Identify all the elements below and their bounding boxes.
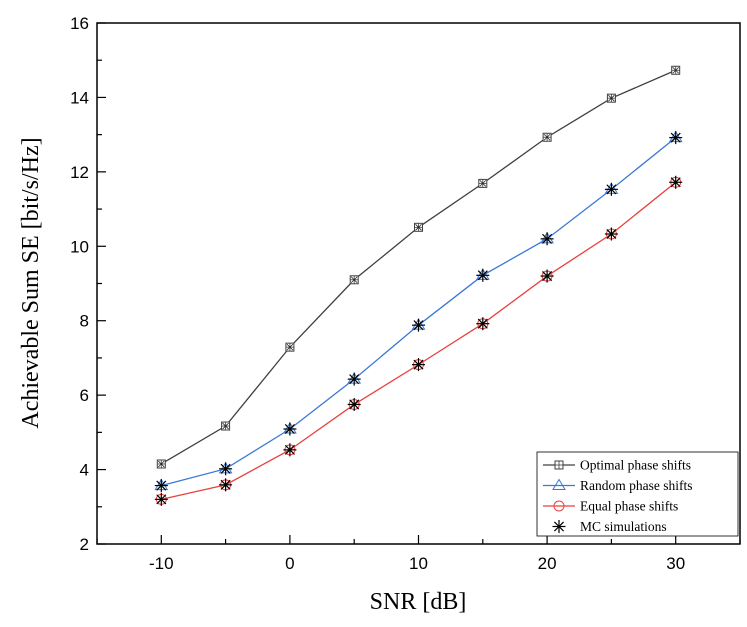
legend-label: MC simulations	[580, 519, 667, 534]
asterisk-stroke	[349, 399, 360, 410]
asterisk-stroke	[349, 374, 360, 385]
mc-simulation-point	[669, 131, 683, 145]
mc-simulation-mark	[158, 460, 165, 468]
mc-simulation-point	[219, 478, 233, 492]
y-tick-label: 12	[70, 163, 89, 182]
legend-label: Equal phase shifts	[580, 499, 678, 514]
mc-simulation-point	[347, 372, 361, 386]
mc-simulation-point	[219, 462, 233, 476]
asterisk-stroke	[542, 233, 553, 244]
mc-simulation-point	[540, 269, 554, 283]
legend: Optimal phase shifts Random phase shifts E…	[536, 451, 739, 537]
x-tick-label: 20	[538, 554, 557, 573]
mc-simulation-point	[154, 492, 168, 506]
x-tick-label: -10	[149, 554, 174, 573]
series-1	[156, 65, 681, 469]
mc-simulation-point	[347, 397, 361, 411]
legend-item: Optimal phase shifts	[543, 458, 691, 473]
series-line	[160, 69, 676, 465]
legend-label: Optimal phase shifts	[580, 458, 691, 473]
mc-simulation-mark	[479, 180, 487, 187]
mc-simulation-mark	[672, 66, 679, 74]
asterisk-stroke	[220, 463, 231, 474]
legend-item: MC simulations	[552, 519, 667, 534]
asterisk-stroke	[477, 318, 488, 329]
asterisk-stroke	[606, 184, 617, 195]
legend-marker	[552, 478, 566, 490]
asterisk-stroke	[413, 359, 424, 370]
y-tick-label: 6	[80, 386, 89, 405]
y-tick-label: 10	[70, 237, 89, 256]
legend-item: Random phase shifts	[543, 478, 693, 493]
mc-simulation-point	[412, 318, 425, 332]
x-tick-label: 10	[409, 554, 428, 573]
asterisk-stroke	[553, 521, 565, 532]
series-2	[154, 130, 683, 493]
y-tick-label: 16	[70, 14, 89, 33]
mc-simulation-point	[283, 443, 297, 457]
legend-marker	[552, 520, 566, 533]
asterisk-stroke	[284, 444, 295, 455]
asterisk-stroke	[670, 177, 681, 188]
y-axis-ticks: 2 4 6 8 10 12 14 16	[70, 14, 106, 554]
x-tick-label: 30	[666, 554, 685, 573]
mc-simulation-point	[540, 232, 554, 246]
asterisk-stroke	[542, 271, 553, 282]
x-axis-title: SNR [dB]	[370, 589, 467, 615]
mc-simulation-point	[669, 175, 683, 189]
mc-simulation-point	[604, 182, 618, 196]
asterisk-stroke	[220, 479, 231, 490]
legend-box	[536, 451, 739, 537]
x-axis-ticks: -10 0 10 20 30	[96, 535, 741, 573]
y-tick-label: 2	[80, 535, 89, 554]
asterisk-stroke	[156, 494, 167, 505]
series-line	[161, 137, 677, 487]
asterisk-stroke	[284, 423, 295, 435]
mc-simulation-point	[476, 317, 490, 331]
mc-simulation-mark	[350, 276, 358, 284]
asterisk-stroke	[413, 320, 424, 331]
legend-item: Equal phase shifts	[543, 499, 678, 514]
mc-simulation-mark	[608, 94, 615, 102]
x-tick-label: 0	[285, 554, 294, 573]
mc-simulation-point	[283, 422, 297, 436]
legend-label: Random phase shifts	[580, 478, 693, 493]
mc-simulation-point	[604, 227, 618, 241]
legend-marker	[554, 460, 564, 470]
mc-simulation-mark	[543, 133, 551, 141]
asterisk-stroke	[477, 270, 488, 281]
mc-simulation-point	[154, 479, 168, 493]
y-tick-label: 8	[80, 312, 89, 331]
series-group	[154, 65, 683, 506]
asterisk-stroke	[156, 480, 167, 491]
series-3	[154, 175, 683, 506]
asterisk-stroke	[606, 228, 617, 240]
y-axis-title: Achievable Sum SE [bit/s/Hz]	[18, 137, 44, 428]
y-tick-label: 4	[80, 461, 89, 480]
mc-simulation-mark	[415, 224, 422, 231]
mc-simulation-mark	[286, 343, 294, 351]
mc-simulation-point	[476, 268, 490, 282]
asterisk-stroke	[670, 132, 681, 143]
mc-simulation-point	[412, 358, 425, 372]
y-tick-label: 14	[70, 88, 89, 107]
legend-marker	[553, 500, 565, 512]
mc-simulation-mark	[222, 422, 229, 430]
